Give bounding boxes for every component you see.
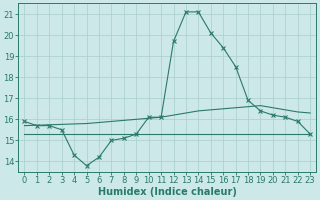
- X-axis label: Humidex (Indice chaleur): Humidex (Indice chaleur): [98, 187, 237, 197]
